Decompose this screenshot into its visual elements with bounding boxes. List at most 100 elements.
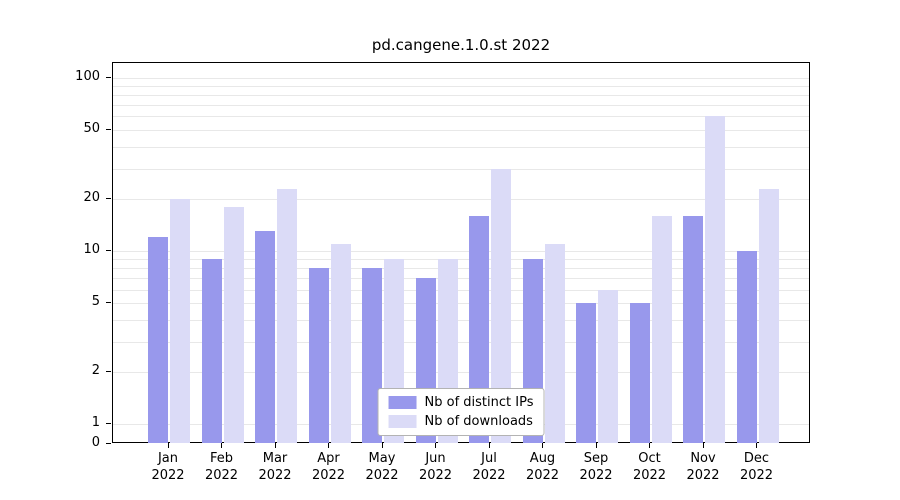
legend: Nb of distinct IPs Nb of downloads <box>377 388 545 436</box>
x-tick-month: Dec <box>743 451 770 466</box>
gridline <box>113 341 809 343</box>
x-tick-mark <box>274 443 276 448</box>
x-tick-mark <box>488 443 490 448</box>
y-tick-label: 20 <box>83 190 100 205</box>
y-tick-mark <box>106 443 111 444</box>
x-tick-label: Sep 2022 <box>564 450 628 484</box>
x-tick-year: 2022 <box>311 468 346 483</box>
x-tick-label: Apr 2022 <box>297 450 361 484</box>
plot-area: Nb of distinct IPs Nb of downloads <box>112 62 810 443</box>
gridline <box>113 277 809 279</box>
gridline <box>113 104 809 106</box>
x-tick-label: Jan 2022 <box>136 450 200 484</box>
bar-distinct-ips <box>201 259 222 443</box>
x-tick-mark <box>649 443 650 448</box>
gridline <box>113 259 809 261</box>
x-tick-label: Jul 2022 <box>457 450 521 484</box>
x-tick-year: 2022 <box>365 468 399 483</box>
y-tick-label: 100 <box>75 68 100 84</box>
x-tick-label: Nov 2022 <box>671 450 735 484</box>
x-tick-month: Apr <box>317 451 340 466</box>
bar-distinct-ips <box>255 231 275 443</box>
bar-distinct-ips <box>736 251 757 443</box>
x-tick-mark <box>595 443 597 448</box>
gridline <box>113 94 809 96</box>
x-tick-month: Aug <box>529 451 556 466</box>
gridline <box>113 85 809 87</box>
legend-label: Nb of distinct IPs <box>424 395 534 410</box>
x-tick-label: Jun 2022 <box>404 450 468 484</box>
x-tick-year: 2022 <box>418 468 453 483</box>
x-tick-month: Mar <box>262 451 288 466</box>
x-tick-month: Sep <box>583 451 609 466</box>
x-tick-month: Feb <box>209 451 234 466</box>
x-tick-month: Jun <box>425 451 446 466</box>
x-tick-label: Dec 2022 <box>725 450 789 484</box>
legend-label: Nb of downloads <box>424 414 533 429</box>
y-tick-label: 1 <box>91 415 100 431</box>
y-tick-mark <box>106 371 111 373</box>
y-tick-mark <box>106 129 111 131</box>
bar-downloads <box>705 116 725 443</box>
y-tick-mark <box>106 302 111 304</box>
x-tick-label: Feb 2022 <box>190 450 254 484</box>
gridline <box>113 199 809 200</box>
y-tick-label: 10 <box>83 242 100 258</box>
y-tick-mark <box>106 76 111 78</box>
x-tick-mark <box>702 443 704 448</box>
x-tick-mark <box>328 443 329 448</box>
x-tick-label: Oct 2022 <box>618 450 682 484</box>
bar-distinct-ips <box>469 215 489 443</box>
bar-distinct-ips <box>683 215 703 443</box>
x-tick-year: 2022 <box>204 468 239 483</box>
x-tick-month: Nov <box>690 451 716 466</box>
x-tick-month: May <box>368 451 396 466</box>
x-tick-label: Mar 2022 <box>243 450 307 484</box>
x-tick-mark <box>756 443 757 448</box>
gridline <box>113 289 809 291</box>
x-tick-mark <box>542 443 543 448</box>
x-tick-month: Oct <box>638 451 661 466</box>
y-tick-label: 2 <box>91 363 100 379</box>
gridline <box>113 267 809 269</box>
bar-downloads <box>277 188 297 443</box>
gridline <box>113 372 809 374</box>
x-tick-mark <box>381 443 383 448</box>
legend-swatch <box>388 415 417 428</box>
bar-distinct-ips <box>576 303 596 443</box>
x-tick-year: 2022 <box>739 468 774 483</box>
x-tick-label: May 2022 <box>350 450 414 484</box>
y-tick-label: 0 <box>91 435 100 450</box>
legend-swatch <box>388 396 417 409</box>
bar-distinct-ips <box>629 303 650 443</box>
gridline <box>113 303 809 305</box>
gridline <box>113 251 809 253</box>
bar-downloads <box>544 243 565 443</box>
y-tick-mark <box>106 250 111 252</box>
bar-downloads <box>223 206 244 443</box>
x-tick-year: 2022 <box>151 468 185 483</box>
x-tick-year: 2022 <box>525 468 560 483</box>
gridline <box>113 146 809 148</box>
x-tick-label: Aug 2022 <box>511 450 575 484</box>
x-tick-year: 2022 <box>579 468 613 483</box>
legend-item: Nb of distinct IPs <box>388 395 534 410</box>
bar-distinct-ips <box>148 237 168 443</box>
bar-downloads <box>758 188 779 443</box>
gridline <box>113 77 809 79</box>
y-tick-mark <box>106 423 111 425</box>
x-tick-mark <box>435 443 436 448</box>
x-tick-year: 2022 <box>472 468 506 483</box>
chart-title: pd.cangene.1.0.st 2022 <box>371 36 551 54</box>
x-tick-year: 2022 <box>258 468 292 483</box>
bar-downloads <box>651 215 672 443</box>
gridline <box>113 320 809 322</box>
x-tick-month: Jul <box>481 451 497 466</box>
bar-downloads <box>170 199 190 443</box>
bar-downloads <box>491 168 511 443</box>
legend-item: Nb of downloads <box>388 414 534 429</box>
bar-downloads <box>330 243 351 443</box>
x-tick-mark <box>221 443 222 448</box>
bar-downloads <box>598 289 618 443</box>
